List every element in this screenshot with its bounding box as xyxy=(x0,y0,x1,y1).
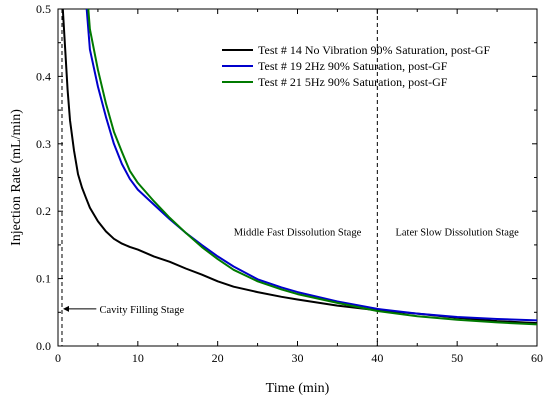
legend-label: Test # 21 5Hz 90% Saturation, post-GF xyxy=(258,75,448,89)
legend-label: Test # 14 No Vibration 90% Saturation, p… xyxy=(258,43,491,57)
x-tick-label: 60 xyxy=(531,351,543,365)
y-axis-title: Injection Rate (mL/min) xyxy=(9,109,24,246)
data-series xyxy=(61,8,538,326)
legend: Test # 14 No Vibration 90% Saturation, p… xyxy=(222,43,491,89)
axes: 0 10 20 30 40 50 60 0.0 0.1 0.2 0.3 0.4 0.5 xyxy=(36,2,543,365)
x-tick-label: 40 xyxy=(371,351,383,365)
annotation-label: Cavity Filling Stage xyxy=(100,305,185,316)
x-tick-label: 30 xyxy=(292,351,304,365)
x-tick-label: 20 xyxy=(212,351,224,365)
y-tick-label: 0.3 xyxy=(36,137,51,151)
legend-label: Test # 19 2Hz 90% Saturation, post-GF xyxy=(258,59,448,73)
annotation-arrowhead xyxy=(62,305,69,312)
stage-divider-lines xyxy=(61,9,378,346)
x-axis-title: Time (min) xyxy=(266,381,330,396)
annotation-label: Middle Fast Dissolution Stage xyxy=(234,227,362,238)
x-tick-label: 10 xyxy=(132,351,144,365)
y-tick-label: 0.0 xyxy=(36,339,51,353)
stage-annotations: Middle Fast Dissolution Stage Later Slow … xyxy=(62,227,519,316)
y-tick-label: 0.4 xyxy=(36,69,51,83)
y-tick-label: 0.1 xyxy=(36,272,51,286)
x-tick-label: 0 xyxy=(55,351,61,365)
series-line xyxy=(85,8,538,322)
series-line xyxy=(87,8,538,326)
x-tick-label: 50 xyxy=(451,351,463,365)
series-line xyxy=(61,8,538,325)
y-tick-label: 0.5 xyxy=(36,2,51,16)
annotation-label: Later Slow Dissolution Stage xyxy=(395,227,519,238)
y-tick-label: 0.2 xyxy=(36,204,51,218)
